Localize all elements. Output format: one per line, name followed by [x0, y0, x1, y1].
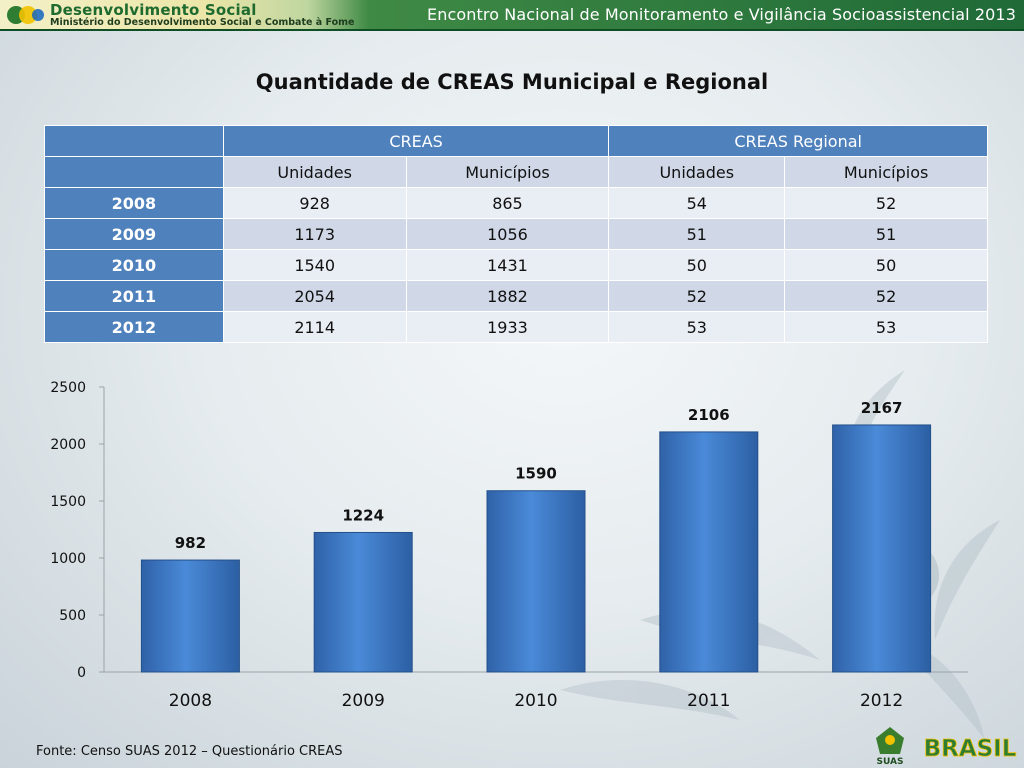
bar-2011 — [659, 431, 759, 673]
table-cell: 1431 — [405, 249, 610, 281]
data-label-2008: 982 — [175, 534, 206, 552]
table-cell: 1540 — [222, 249, 407, 281]
bar-2008 — [140, 559, 240, 673]
data-label-2011: 2106 — [688, 406, 730, 424]
data-label-2010: 1590 — [515, 465, 557, 483]
table-cell: 1056 — [405, 218, 610, 250]
table-cell: 1933 — [405, 311, 610, 343]
table-corner-cell — [44, 125, 224, 157]
table-cell: 52 — [608, 280, 786, 312]
sub-header: Unidades — [222, 156, 407, 188]
brasil-logo: BRASIL — [923, 736, 1017, 763]
table-cell: 53 — [608, 311, 786, 343]
sub-header: Municípios — [784, 156, 988, 188]
table-row: 2011 2054 1882 52 52 — [44, 280, 988, 312]
table-cell: 54 — [608, 187, 786, 219]
row-year: 2012 — [44, 311, 224, 343]
y-tick-label: 0 — [77, 665, 86, 681]
bar-2012 — [832, 424, 932, 673]
table-row: 2012 2114 1933 53 53 — [44, 311, 988, 343]
table-cell: 2054 — [222, 280, 407, 312]
brand-subtitle: Ministério do Desenvolvimento Social e C… — [50, 17, 355, 28]
group-header-creas-regional: CREAS Regional — [608, 125, 988, 157]
bar-2009 — [313, 531, 413, 673]
row-year: 2009 — [44, 218, 224, 250]
y-tick-label: 500 — [59, 608, 86, 624]
y-tick-label: 1000 — [50, 551, 86, 567]
y-tick-label: 1500 — [50, 494, 86, 510]
bar-chart: 0 500 1000 1500 2000 2500 982 2008 1224 2009 1590… — [50, 380, 968, 711]
brasil-logo-text: BRASIL — [924, 736, 1017, 762]
table-cell: 53 — [784, 311, 988, 343]
table-cell: 52 — [784, 187, 988, 219]
table-sub-header-row: Unidades Municípios Unidades Municípios — [44, 156, 988, 188]
x-tick-label-2011: 2011 — [687, 691, 730, 711]
table-cell: 928 — [222, 187, 407, 219]
source-note: Fonte: Censo SUAS 2012 – Questionário CR… — [36, 744, 343, 759]
sub-header: Unidades — [608, 156, 786, 188]
ministry-logo-icon — [7, 6, 44, 24]
table-cell: 865 — [405, 187, 610, 219]
table-cell: 50 — [608, 249, 786, 281]
table-row: 2009 1173 1056 51 51 — [44, 218, 988, 250]
table-corner-cell — [44, 156, 224, 188]
data-label-2012: 2167 — [861, 399, 903, 417]
table-cell: 1882 — [405, 280, 610, 312]
row-year: 2008 — [44, 187, 224, 219]
x-tick-label-2010: 2010 — [514, 691, 557, 711]
suas-logo-text: SUAS — [877, 757, 904, 766]
table-cell: 51 — [784, 218, 988, 250]
table-cell: 1173 — [222, 218, 407, 250]
bar-2010 — [486, 490, 586, 673]
data-label-2009: 1224 — [342, 506, 384, 524]
y-tick-label: 2500 — [50, 380, 86, 396]
row-year: 2010 — [44, 249, 224, 281]
table-cell: 50 — [784, 249, 988, 281]
table-row: 2010 1540 1431 50 50 — [44, 249, 988, 281]
event-title: Encontro Nacional de Monitoramento e Vig… — [427, 5, 1016, 24]
table-cell: 2114 — [222, 311, 407, 343]
header-banner: Desenvolvimento Social Ministério do Des… — [0, 0, 1024, 31]
table-cell: 51 — [608, 218, 786, 250]
x-tick-label-2012: 2012 — [860, 691, 903, 711]
table-group-header-row: CREAS CREAS Regional — [44, 125, 988, 157]
suas-logo: SUAS — [876, 727, 904, 766]
table-cell: 52 — [784, 280, 988, 312]
slide-title: Quantidade de CREAS Municipal e Regional — [255, 70, 769, 94]
creas-table: CREAS CREAS Regional Unidades Municípios… — [44, 125, 988, 343]
row-year: 2011 — [44, 280, 224, 312]
sub-header: Municípios — [405, 156, 610, 188]
x-tick-label-2009: 2009 — [342, 691, 385, 711]
brand-title: Desenvolvimento Social — [50, 1, 257, 19]
x-tick-label-2008: 2008 — [169, 691, 212, 711]
table-row: 2008 928 865 54 52 — [44, 187, 988, 219]
group-header-creas: CREAS — [222, 125, 610, 157]
y-tick-label: 2000 — [50, 437, 86, 453]
